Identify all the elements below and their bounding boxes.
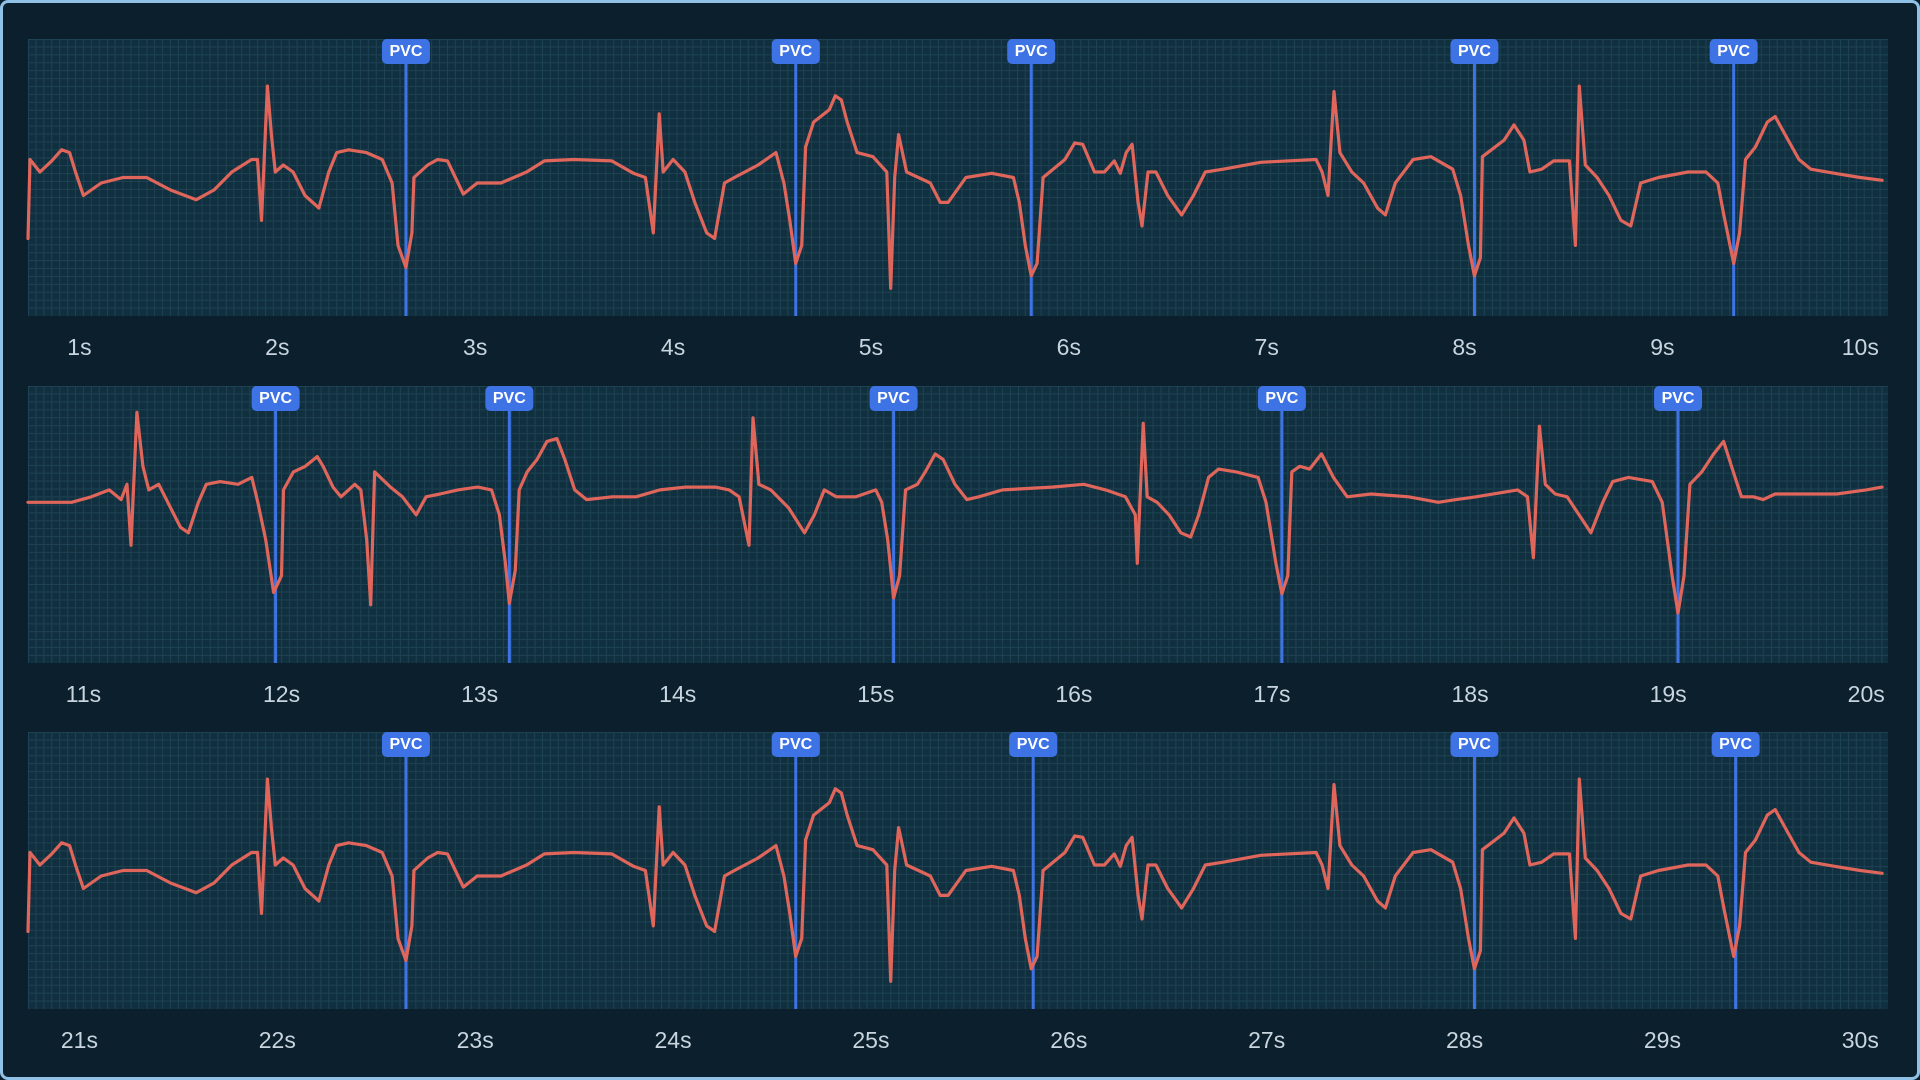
- x-tick-label: 19s: [1650, 681, 1687, 707]
- pvc-label: PVC: [779, 43, 812, 60]
- x-tick-label: 9s: [1650, 334, 1674, 360]
- x-tick-label: 24s: [655, 1027, 692, 1053]
- pvc-label: PVC: [493, 390, 526, 407]
- x-tick-label: 1s: [67, 334, 91, 360]
- x-tick-label: 29s: [1644, 1027, 1681, 1053]
- x-tick-label: 5s: [859, 334, 883, 360]
- x-tick-label: 27s: [1248, 1027, 1285, 1053]
- x-tick-label: 11s: [66, 681, 101, 707]
- pvc-label: PVC: [1662, 390, 1695, 407]
- pvc-badge: [1007, 39, 1056, 64]
- pvc-label: PVC: [1017, 736, 1050, 753]
- x-tick-label: 28s: [1446, 1027, 1483, 1053]
- pvc-badge: [771, 39, 820, 64]
- x-tick-label: 25s: [852, 1027, 889, 1053]
- x-tick-label: 18s: [1451, 681, 1488, 707]
- x-tick-label: 17s: [1253, 681, 1290, 707]
- pvc-badge: [1654, 386, 1703, 411]
- ecg-grid: [28, 732, 1888, 1009]
- x-tick-label: 22s: [259, 1027, 296, 1053]
- pvc-badge: [1450, 39, 1499, 64]
- x-tick-label: 4s: [661, 334, 685, 360]
- ecg-trace: [26, 777, 1884, 983]
- x-tick-label: 15s: [857, 681, 894, 707]
- x-tick-label: 13s: [461, 681, 498, 707]
- x-tick-label: 23s: [457, 1027, 494, 1053]
- pvc-label: PVC: [389, 736, 422, 753]
- ecg-trace: [26, 84, 1884, 290]
- pvc-label: PVC: [1265, 390, 1298, 407]
- pvc-label: PVC: [779, 736, 812, 753]
- pvc-label: PVC: [259, 390, 292, 407]
- ecg-grid: [28, 39, 1888, 316]
- pvc-badge: [485, 386, 534, 411]
- pvc-badge: [381, 39, 430, 64]
- pvc-label: PVC: [1717, 43, 1750, 60]
- pvc-badge: [251, 386, 300, 411]
- pvc-badge: [1009, 732, 1058, 757]
- x-tick-label: 10s: [1842, 334, 1879, 360]
- pvc-badge: [869, 386, 918, 411]
- x-tick-label: 16s: [1055, 681, 1092, 707]
- pvc-label: PVC: [1458, 43, 1491, 60]
- x-tick-label: 12s: [263, 681, 300, 707]
- pvc-label: PVC: [1015, 43, 1048, 60]
- pvc-label: PVC: [877, 390, 910, 407]
- x-tick-label: 26s: [1050, 1027, 1087, 1053]
- pvc-badge: [381, 732, 430, 757]
- pvc-label: PVC: [1458, 736, 1491, 753]
- x-tick-label: 30s: [1842, 1027, 1879, 1053]
- pvc-badge: [1450, 732, 1499, 757]
- pvc-label: PVC: [1719, 736, 1752, 753]
- x-tick-label: 14s: [659, 681, 696, 707]
- x-tick-label: 8s: [1452, 334, 1476, 360]
- pvc-badge: [1257, 386, 1306, 411]
- x-tick-label: 21s: [61, 1027, 98, 1053]
- x-tick-label: 20s: [1848, 681, 1885, 707]
- ecg-grid: [28, 386, 1888, 663]
- pvc-label: PVC: [389, 43, 422, 60]
- x-tick-label: 2s: [265, 334, 289, 360]
- pvc-badge: [771, 732, 820, 757]
- x-tick-label: 3s: [463, 334, 487, 360]
- x-tick-label: 7s: [1255, 334, 1279, 360]
- ecg-trace: [26, 410, 1884, 615]
- pvc-badge: [1711, 732, 1760, 757]
- pvc-badge: [1709, 39, 1758, 64]
- x-tick-label: 6s: [1057, 334, 1081, 360]
